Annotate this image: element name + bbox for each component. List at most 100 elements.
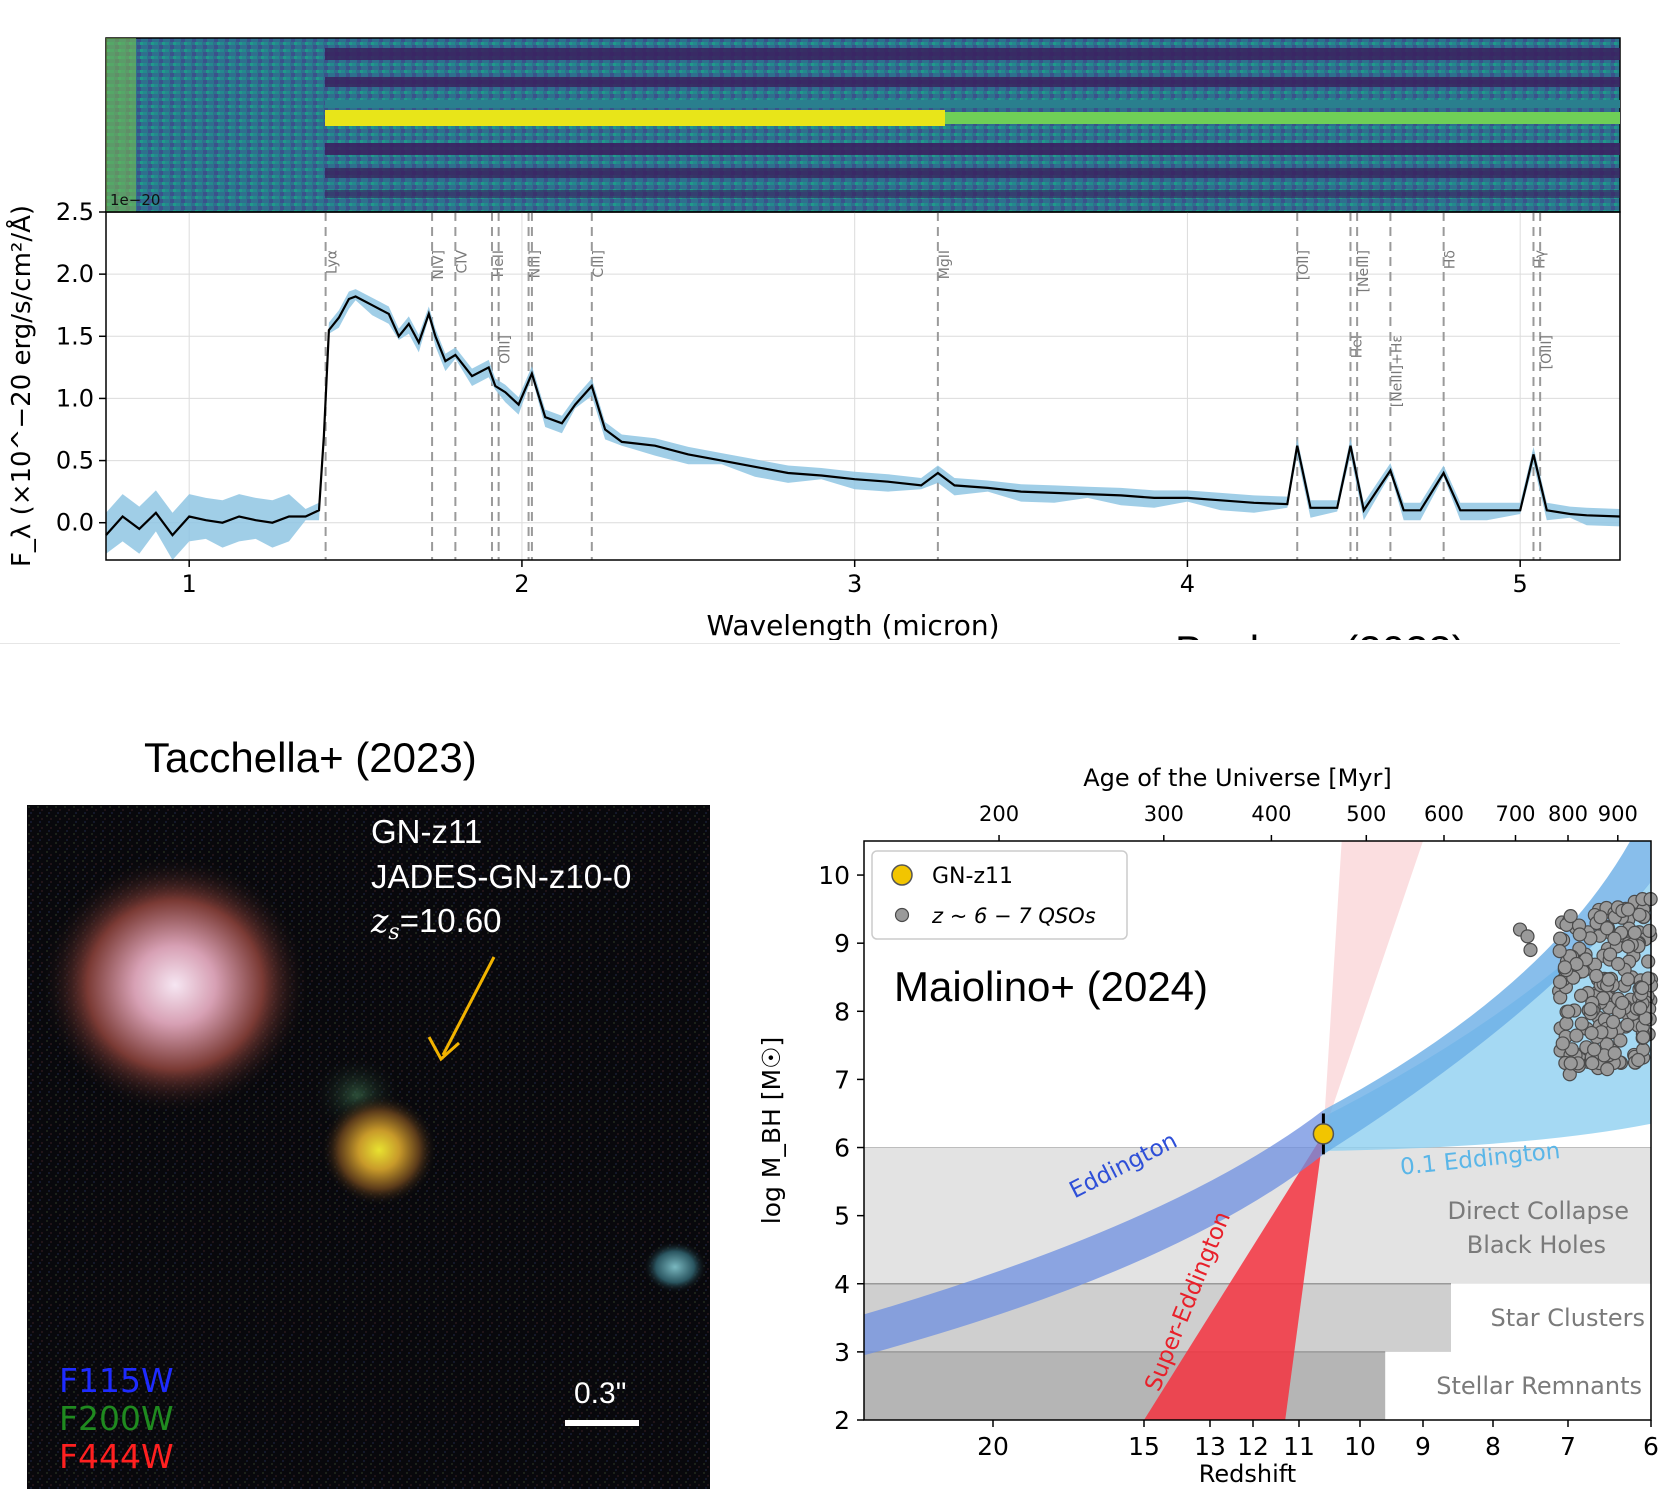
top-tick-label: 800 xyxy=(1548,802,1588,826)
qso-point xyxy=(1620,902,1636,917)
y-tick-label: 2 xyxy=(834,1406,850,1435)
plot-frame xyxy=(863,840,1652,1421)
emission-line-label: [OII] xyxy=(1296,250,1312,280)
region-label: Stellar Remnants xyxy=(1436,1372,1642,1400)
qso-point xyxy=(1635,980,1650,996)
x-tick-label: 20 xyxy=(977,1432,1009,1461)
x-tick-label: 15 xyxy=(1128,1432,1160,1461)
x-tick-label: 6 xyxy=(1643,1432,1659,1461)
y-tick-label: 8 xyxy=(834,997,850,1026)
spectrum-figure: 1e−20 1 2 3 4 5 0.0 0.5 1.0 1.5 2.0 2.5 Lyα NIV] CIV H… xyxy=(5,37,1621,640)
qso-point xyxy=(1520,929,1535,944)
band-super-eddington-extrap xyxy=(1323,841,1423,1134)
qso-point xyxy=(1552,944,1567,959)
legend-gnz11-label: GN-z11 xyxy=(932,864,1013,889)
qso-point xyxy=(1574,1016,1589,1031)
filter-f444w: F444W xyxy=(59,1437,174,1476)
top-tick-label: 900 xyxy=(1598,802,1638,826)
qso-point xyxy=(1610,956,1626,972)
qso-point xyxy=(1557,960,1572,975)
y-tick-label: 1.5 xyxy=(56,322,94,350)
pointer-arrow xyxy=(427,956,496,1062)
spectrum-error-band xyxy=(106,289,1620,560)
y-tick-label: 2.5 xyxy=(56,198,94,226)
x-tick-label: 10 xyxy=(1344,1432,1376,1461)
spectrum-line xyxy=(105,295,1621,537)
qso-point xyxy=(1633,1000,1648,1016)
emission-line-label: HeI xyxy=(1349,335,1365,358)
target-annotation: GN-z11 JADES-GN-z10-0 zs=10.60 xyxy=(370,813,631,945)
x-tick-label: 7 xyxy=(1560,1432,1576,1461)
scale-bar: 0.3" xyxy=(565,1377,639,1426)
legend-box xyxy=(871,850,1128,940)
emission-line-label: [NeIII] xyxy=(1356,250,1372,292)
emission-line-label: OIII] xyxy=(498,335,514,364)
qso-point xyxy=(1631,1052,1646,1068)
region-label: Star Clusters xyxy=(1490,1304,1645,1332)
qso-point xyxy=(1605,1014,1621,1030)
emission-line-label: CIII] xyxy=(591,250,607,278)
qso-point xyxy=(1559,1016,1574,1031)
y-axis-label: log M_BH [M☉] xyxy=(757,1037,786,1225)
x-tick-label: 2 xyxy=(514,570,529,598)
qso-point xyxy=(1620,939,1636,954)
scale-label: 1e−20 xyxy=(110,191,160,209)
x-tick-label: 9 xyxy=(1415,1432,1431,1461)
y-tick-label: 1.0 xyxy=(56,384,94,412)
qso-point xyxy=(1620,972,1635,987)
region-label: Direct Collapse xyxy=(1448,1197,1629,1225)
qso-point xyxy=(1615,995,1630,1011)
y-tick-label: 2.0 xyxy=(56,260,94,288)
band-eddington-extrap xyxy=(1323,841,1651,1155)
y-axis-label: F_λ (×10^−20 erg/s/cm²/Å) xyxy=(5,205,37,567)
top-tick-label: 600 xyxy=(1424,802,1464,826)
legend-qso-marker xyxy=(894,907,910,923)
qso-point xyxy=(1599,921,1615,936)
x-tick-label: 3 xyxy=(847,570,862,598)
qso-point xyxy=(1563,1056,1578,1071)
band-eddington xyxy=(864,1110,1324,1356)
legend-gnz11-marker xyxy=(891,864,913,886)
legend: GN-z11 z ~ 6 − 7 QSOs xyxy=(871,850,1128,940)
qso-point xyxy=(1636,1030,1651,1045)
top-tick-label: 400 xyxy=(1251,802,1291,826)
x-axis-label: Redshift xyxy=(1199,1460,1296,1488)
bh-growth-figure: 2 3 4 5 6 7 8 9 10 20 15 13 12 11 10 9 8 7 6 200 300 400 500 60… xyxy=(757,764,1659,1488)
qso-point xyxy=(1587,1042,1602,1057)
top-tick-label: 200 xyxy=(979,802,1019,826)
object-name: GN-z11 xyxy=(371,813,482,850)
jwst-rgb-image: GN-z11 JADES-GN-z10-0 zs=10.60 0.3" F115… xyxy=(27,805,710,1489)
qso-point xyxy=(1552,974,1568,990)
qso-point xyxy=(1584,1025,1599,1041)
top-tick-label: 500 xyxy=(1346,802,1386,826)
qso-point xyxy=(1585,1056,1600,1071)
qso-point xyxy=(1607,931,1622,946)
y-tick-label: 0.5 xyxy=(56,447,94,475)
1d-spectrum-plot: 123450.00.51.01.52.02.5LyαNIV]CIVHeIIOII… xyxy=(5,198,1621,640)
svg-text:0.3": 0.3" xyxy=(574,1377,626,1410)
qso-point xyxy=(1569,956,1584,972)
emission-line-label: [OIII] xyxy=(1539,335,1555,369)
qso-point xyxy=(1632,907,1647,922)
redshift-label: zs=10.60 xyxy=(370,901,502,945)
filter-labels: F115W F200W F444W xyxy=(59,1361,174,1476)
qso-point xyxy=(1613,1033,1628,1048)
bh-mass-redshift-plot: 2 3 4 5 6 7 8 9 10 20 15 13 12 11 10 9 8 7 6 200 300 400 500 60… xyxy=(757,764,1659,1488)
region-label: Black Holes xyxy=(1467,1231,1606,1259)
bunker-citation: Bunker+ (2023) xyxy=(1175,627,1466,640)
qso-point xyxy=(1569,1028,1584,1043)
qso-point xyxy=(1561,1004,1576,1019)
qso-point xyxy=(1583,1001,1598,1017)
emission-line-label: Lyα xyxy=(325,250,341,274)
y-tick-label: 7 xyxy=(834,1065,850,1094)
plot-frame xyxy=(105,211,1621,561)
y-tick-label: 3 xyxy=(834,1338,850,1367)
qso-point xyxy=(1600,1062,1615,1077)
legend-qso-label: z ~ 6 − 7 QSOs xyxy=(931,904,1096,928)
x-tick-label: 5 xyxy=(1513,570,1528,598)
filter-f200w: F200W xyxy=(59,1399,174,1438)
filter-f115w: F115W xyxy=(59,1361,174,1400)
top-axis-label: Age of the Universe [Myr] xyxy=(1083,764,1392,792)
qso-point xyxy=(1627,925,1642,940)
emission-line-label: Hδ xyxy=(1443,250,1459,269)
